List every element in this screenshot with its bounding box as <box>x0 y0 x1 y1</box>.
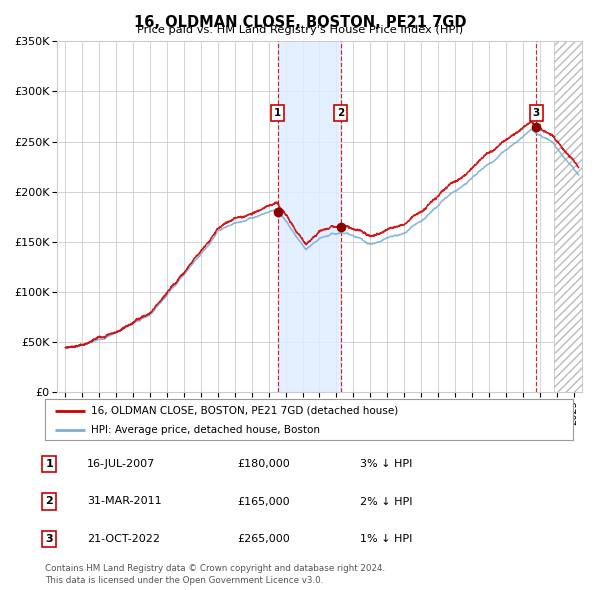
Bar <box>554 41 582 392</box>
Text: 2% ↓ HPI: 2% ↓ HPI <box>360 497 413 506</box>
Text: 1% ↓ HPI: 1% ↓ HPI <box>360 535 412 544</box>
Text: 1: 1 <box>274 109 281 118</box>
Text: Price paid vs. HM Land Registry's House Price Index (HPI): Price paid vs. HM Land Registry's House … <box>137 25 463 35</box>
Text: £265,000: £265,000 <box>237 535 290 544</box>
Text: £180,000: £180,000 <box>237 459 290 468</box>
Text: 2: 2 <box>46 497 53 506</box>
Text: 16-JUL-2007: 16-JUL-2007 <box>87 459 155 468</box>
Text: 3% ↓ HPI: 3% ↓ HPI <box>360 459 412 468</box>
Text: £165,000: £165,000 <box>237 497 290 506</box>
Text: 31-MAR-2011: 31-MAR-2011 <box>87 497 161 506</box>
Text: 3: 3 <box>46 535 53 544</box>
Text: 21-OCT-2022: 21-OCT-2022 <box>87 535 160 544</box>
Text: 2: 2 <box>337 109 344 118</box>
Text: 16, OLDMAN CLOSE, BOSTON, PE21 7GD: 16, OLDMAN CLOSE, BOSTON, PE21 7GD <box>134 15 466 30</box>
Text: 16, OLDMAN CLOSE, BOSTON, PE21 7GD (detached house): 16, OLDMAN CLOSE, BOSTON, PE21 7GD (deta… <box>91 406 399 416</box>
Text: HPI: Average price, detached house, Boston: HPI: Average price, detached house, Bost… <box>91 425 320 434</box>
Text: 1: 1 <box>46 459 53 468</box>
Bar <box>278 41 341 392</box>
Text: Contains HM Land Registry data © Crown copyright and database right 2024.
This d: Contains HM Land Registry data © Crown c… <box>45 565 385 585</box>
Text: 3: 3 <box>533 109 540 118</box>
